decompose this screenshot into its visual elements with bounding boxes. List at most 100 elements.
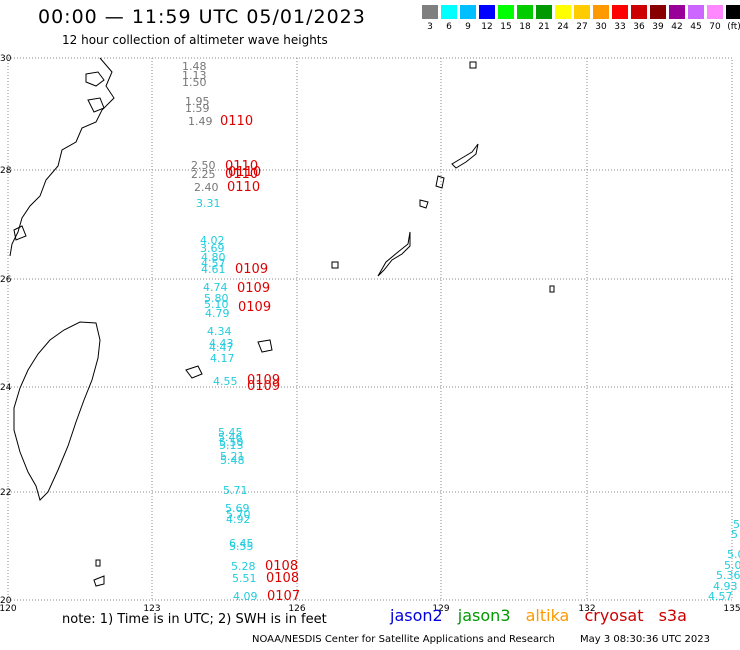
scale-label: 27 xyxy=(576,22,588,32)
time-label: 0108 xyxy=(265,559,298,574)
scale-swatch xyxy=(593,5,609,19)
scale-swatch xyxy=(479,5,495,19)
scale-swatch xyxy=(517,5,533,19)
scale-swatch xyxy=(688,5,704,19)
time-label: 0109 xyxy=(235,262,268,277)
mission-altika: altika xyxy=(525,606,570,625)
time-label: 0110 xyxy=(225,167,258,182)
mission-jason3: jason3 xyxy=(457,606,511,625)
swh-value: 5.36 xyxy=(716,569,740,582)
swh-value: 1.50 xyxy=(182,76,207,89)
swh-value: 5.45 xyxy=(218,426,243,439)
footer-timestamp: May 3 08:30:36 UTC 2023 xyxy=(580,634,710,645)
island xyxy=(13,225,27,241)
scale-label: 15 xyxy=(500,22,512,32)
swh-value: 4.02 xyxy=(200,234,225,247)
swh-value: 5.46 xyxy=(218,431,243,444)
island xyxy=(185,365,203,379)
scale-label: 24 xyxy=(557,22,569,32)
scale-swatch xyxy=(669,5,685,19)
coastlines xyxy=(9,57,555,587)
lat-label: 22 xyxy=(0,488,11,498)
swh-value: 6.45 xyxy=(229,537,254,550)
lat-label: 20 xyxy=(0,596,12,606)
swh-value: 5 xyxy=(733,518,740,531)
mission-s3a: s3a xyxy=(658,606,687,625)
lat-label: 30 xyxy=(0,54,12,64)
swh-value: 5.0 xyxy=(727,548,740,561)
time-label: 0109 xyxy=(247,373,280,388)
cyan-swh-observations: 3.31 4.02 3.69 4.80 4.57 4.61 4.74 5.80 … xyxy=(196,197,258,603)
swh-value: 5.48 xyxy=(220,454,245,467)
swh-value: 4.74 xyxy=(203,281,228,294)
island xyxy=(87,97,105,113)
island xyxy=(331,261,339,269)
taiwan-coastline xyxy=(13,321,101,501)
swh-value: 1.49 xyxy=(188,115,213,128)
map-frame xyxy=(7,57,733,601)
scale-label: 6 xyxy=(446,22,452,32)
swh-value: 5.10 xyxy=(204,298,229,311)
scale-label: 18 xyxy=(519,22,531,32)
island xyxy=(469,61,477,69)
scale-label: 9 xyxy=(465,22,471,32)
swh-value: 4.80 xyxy=(201,251,226,264)
mission-jason2: jason2 xyxy=(390,606,443,625)
grey-swh-observations: 1.48 1.13 1.50 1.95 1.59 1.49 2.50 2.25 … xyxy=(182,60,219,194)
swh-value: 4.43 xyxy=(209,337,234,350)
scale-swatch xyxy=(612,5,628,19)
swh-value: 3.31 xyxy=(196,197,221,210)
time-label: 0109 xyxy=(247,379,280,394)
scale-label: 39 xyxy=(652,22,664,32)
scale-swatch xyxy=(726,5,740,19)
island xyxy=(549,285,555,293)
lon-label: 135 xyxy=(723,604,740,614)
swh-value: 4.61 xyxy=(201,263,226,276)
lat-label: 28 xyxy=(0,166,12,176)
scale-label: 45 xyxy=(690,22,702,32)
scale-label: 12 xyxy=(481,22,493,32)
lon-label: 132 xyxy=(578,604,595,614)
swh-value: 4.55 xyxy=(213,375,238,388)
island xyxy=(419,199,429,209)
lat-label: 24 xyxy=(0,383,12,393)
swh-value: 5.13 xyxy=(219,439,244,452)
china-coastline xyxy=(9,57,115,257)
lon-label: 129 xyxy=(432,604,449,614)
scale-swatch xyxy=(555,5,571,19)
map-title: 00:00 — 11:59 UTC 05/01/2023 xyxy=(38,6,366,28)
swh-value: 4.34 xyxy=(207,325,232,338)
lon-label: 126 xyxy=(288,604,305,614)
swh-value: 4.17 xyxy=(210,352,235,365)
scale-swatch xyxy=(460,5,476,19)
island xyxy=(435,175,445,189)
swh-value: 5.21 xyxy=(220,450,245,463)
swh-value: 1.48 xyxy=(182,60,207,73)
swh-value: 4.79 xyxy=(205,307,230,320)
time-label: 0110 xyxy=(228,165,261,180)
lat-lon-grid xyxy=(8,58,732,600)
scale-swatch xyxy=(707,5,723,19)
swh-value: 5.50 xyxy=(219,436,244,449)
time-label: 0110 xyxy=(227,180,260,195)
swh-value: 2.25 xyxy=(191,168,216,181)
scale-label: (ft) xyxy=(727,22,740,32)
swh-value: 3.69 xyxy=(200,242,225,255)
swh-value: 4.93 xyxy=(713,580,738,593)
mission-legend: jason2 jason3 altika cryosat s3a xyxy=(390,606,697,625)
lon-label: 120 xyxy=(0,604,17,614)
edge-swh-observations: 5 5 5.0 5.0 5.36 4.93 4.57 xyxy=(708,518,740,603)
time-label: 0109 xyxy=(238,300,271,315)
swh-value: 5.70 xyxy=(226,508,251,521)
longitude-labels: 120 123 126 129 132 135 xyxy=(0,604,740,614)
time-label: 0110 xyxy=(220,114,253,129)
swh-value: 5.69 xyxy=(225,502,250,515)
scale-label: 42 xyxy=(671,22,683,32)
swh-value: 1.59 xyxy=(185,102,210,115)
scale-label: 70 xyxy=(709,22,721,32)
lon-label: 123 xyxy=(143,604,160,614)
scale-label: 30 xyxy=(595,22,607,32)
red-time-labels: 0110 0110 0110 0110 0110 0109 0109 0109 … xyxy=(220,114,300,604)
island xyxy=(85,71,105,87)
